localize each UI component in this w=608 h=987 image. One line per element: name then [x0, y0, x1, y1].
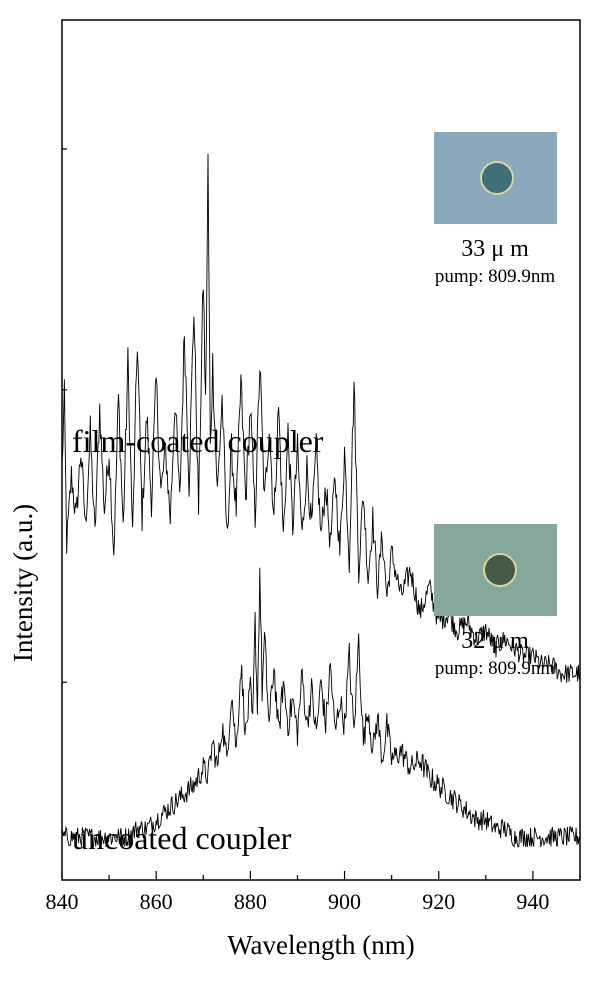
inset-film-coated: 33 μ m pump: 809.9nm	[434, 132, 557, 287]
microdisk-uncoated	[483, 553, 517, 587]
series-line-0	[61, 153, 581, 683]
series-label-film-coated: film-coated coupler	[72, 423, 324, 459]
inset-pump-film-coated: pump: 809.9nm	[435, 266, 556, 287]
inset-size-uncoated: 32 μ m	[461, 628, 529, 654]
inset-size-film-coated: 33 μ m	[461, 236, 529, 262]
x-axis-ticks	[61, 871, 581, 880]
x-tick-label-880: 880	[234, 889, 267, 914]
x-tick-label-940: 940	[516, 889, 549, 914]
x-tick-label-840: 840	[46, 889, 79, 914]
x-axis-title: Wavelength (nm)	[227, 930, 415, 960]
microdisk-film-coated	[480, 161, 514, 195]
series-lines	[61, 153, 581, 848]
x-tick-label-900: 900	[328, 889, 361, 914]
y-axis-title: Intensity (a.u.)	[8, 504, 38, 662]
series-label-uncoated: uncoated coupler	[72, 820, 292, 856]
inset-uncoated: 32 μ m pump: 809.9nm	[434, 524, 557, 679]
plot-frame	[61, 19, 581, 881]
x-tick-label-860: 860	[140, 889, 173, 914]
inset-pump-uncoated: pump: 809.9nm	[435, 658, 556, 679]
x-axis-tick-labels: 840 860 880 900 920 940	[46, 889, 550, 914]
x-tick-label-920: 920	[422, 889, 455, 914]
series-line-1	[61, 567, 581, 848]
